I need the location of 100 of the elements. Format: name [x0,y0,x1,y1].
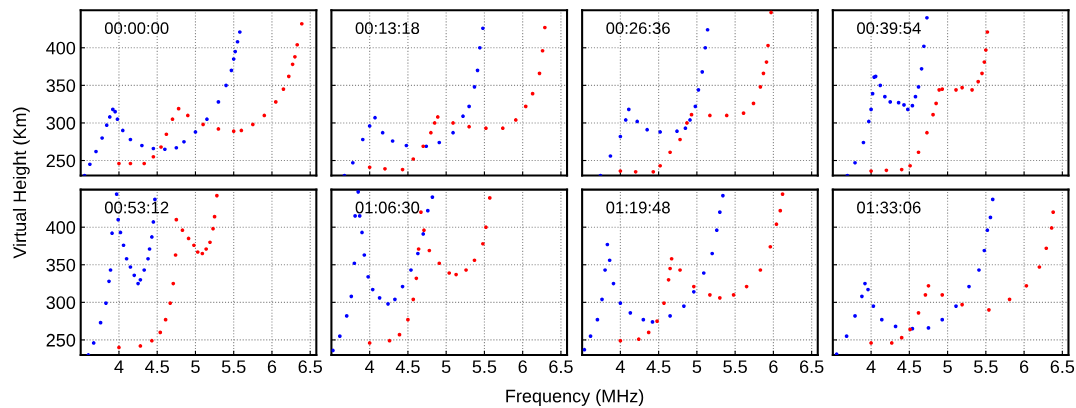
point [701,271,706,275]
x-tick-label: 4 [615,360,625,373]
point [140,143,144,148]
point [1049,226,1054,230]
point [477,45,482,50]
point [208,240,212,245]
point [658,130,662,134]
point [168,301,173,305]
point [211,226,215,231]
point [934,101,938,106]
point [201,122,205,127]
point [163,147,167,152]
x-tick-label: 4.5 [145,360,169,374]
point [960,85,964,90]
point [377,296,382,300]
point [721,193,725,198]
point [708,113,712,118]
point [360,137,365,142]
point [94,149,98,154]
point [113,109,117,114]
point [878,83,883,88]
point [88,162,92,167]
point [982,60,987,64]
text: 00:39:54 [857,22,921,35]
y-tick-label: 350 [46,258,76,272]
x-tick-label: 6.5 [298,360,323,374]
point [853,314,857,318]
point [871,304,876,308]
point [435,115,440,119]
text: 00:53:12 [104,201,169,214]
point [159,145,163,149]
point [769,10,773,15]
point [411,297,416,302]
point [344,314,349,318]
point [121,243,126,248]
point [467,124,471,129]
x-tick-label: 4.5 [897,360,922,374]
point [349,294,354,299]
x-tick-label: 5 [191,360,200,374]
point [150,338,154,343]
point [422,228,426,233]
point [970,88,974,92]
point [472,85,477,89]
point [717,210,722,214]
point [866,287,870,292]
point [481,241,485,246]
point [205,117,209,122]
point [668,150,672,155]
point [1037,265,1042,269]
y-tick-label: 250 [46,154,76,168]
point [397,332,402,337]
point [866,119,871,124]
point [124,256,129,261]
point [174,145,179,150]
point [193,130,198,134]
point [352,261,357,266]
point [351,160,355,165]
point [731,292,736,297]
point [537,71,542,76]
x-tick-label: 5 [943,360,952,374]
point [421,232,426,236]
point [416,251,420,256]
point [151,154,156,159]
y-tick-label: 400 [46,41,76,55]
text: 00:26:36 [606,22,670,35]
point [337,334,342,339]
x-tick-label: 4.5 [646,360,671,374]
point [366,274,370,279]
point [543,25,547,30]
point [666,277,671,282]
point [147,247,152,251]
point [231,57,236,61]
point [414,276,419,281]
point [158,330,163,335]
point [216,100,221,104]
point [984,48,988,52]
point [607,258,612,263]
y-tick-label: 400 [46,221,76,234]
point [700,69,705,74]
point [925,130,929,135]
x-tick-label: 6.5 [549,360,573,374]
point [990,197,995,202]
x-tick-label: 4.5 [395,360,420,374]
point [905,107,910,112]
point [778,208,783,213]
point [295,42,300,47]
y-tick-label: 250 [46,333,76,347]
point [100,136,104,140]
point [618,301,623,305]
point [985,30,990,34]
point [682,304,686,308]
point [216,127,221,131]
point [980,71,984,76]
x-tick-label: 5 [441,360,451,374]
point [383,166,387,171]
point [1044,246,1049,251]
point [926,326,931,330]
y-tick-label: 300 [46,116,76,130]
point [925,15,929,20]
point [370,287,375,292]
